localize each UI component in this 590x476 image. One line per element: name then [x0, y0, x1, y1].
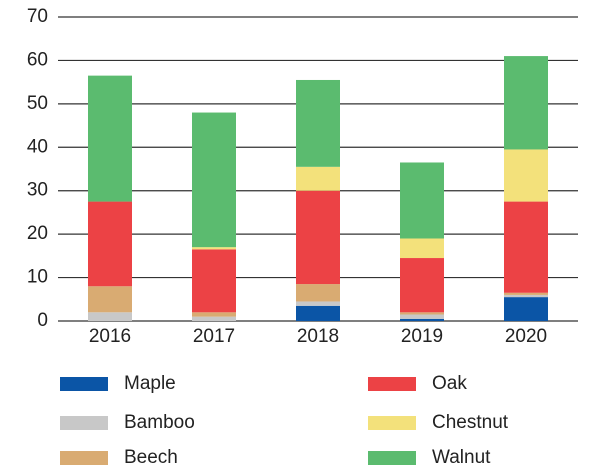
y-tick-label: 70	[27, 6, 48, 27]
x-tick-label: 2017	[193, 326, 235, 347]
bar-segment	[400, 318, 444, 321]
bar-segment	[296, 301, 340, 306]
bar-segment	[504, 292, 548, 295]
legend-label: Beech	[124, 447, 178, 468]
legend-swatch	[60, 416, 108, 430]
bar-segment	[504, 149, 548, 202]
bar-segment	[400, 258, 444, 313]
bar-segment	[296, 305, 340, 321]
bar-segment	[192, 312, 236, 317]
bar-segment	[192, 249, 236, 313]
x-tick-label: 2019	[401, 326, 443, 347]
bar-segment	[400, 312, 444, 315]
bar-segment	[296, 284, 340, 302]
legend-label: Walnut	[432, 447, 491, 468]
x-tick-label: 2018	[297, 326, 339, 347]
y-tick-label: 10	[27, 267, 48, 288]
y-tick-label: 30	[27, 180, 48, 201]
bar-segment	[296, 79, 340, 167]
legend-swatch	[60, 377, 108, 391]
bar-segment	[192, 112, 236, 248]
bar-segment	[296, 166, 340, 191]
legend-swatch	[368, 416, 416, 430]
y-tick-label: 40	[27, 136, 48, 157]
bar-segment	[400, 238, 444, 259]
legend-label: Oak	[432, 373, 467, 394]
bar-segment	[504, 201, 548, 293]
y-tick-label: 20	[27, 223, 48, 244]
bar-segment	[88, 75, 132, 202]
legend-swatch	[368, 451, 416, 465]
y-tick-label: 50	[27, 93, 48, 114]
y-tick-label: 60	[27, 49, 48, 70]
bar-segment	[504, 56, 548, 150]
bar-segment	[88, 201, 132, 287]
bar-segment	[296, 190, 340, 285]
legend-swatch	[368, 377, 416, 391]
bar-segment	[400, 314, 444, 319]
bar-segment	[192, 316, 236, 321]
legend-label: Bamboo	[124, 412, 195, 433]
bar-segment	[192, 247, 236, 250]
legend-label: Chestnut	[432, 412, 509, 433]
bar-segment	[88, 286, 132, 313]
legend-swatch	[60, 451, 108, 465]
legend-label: Maple	[124, 373, 176, 394]
y-tick-label: 0	[37, 310, 48, 331]
bar-segment	[400, 162, 444, 239]
x-tick-label: 2020	[505, 326, 547, 347]
bar-segment	[504, 297, 548, 321]
bar-segment	[88, 312, 132, 321]
bar-segment	[504, 294, 548, 298]
x-tick-label: 2016	[89, 326, 131, 347]
